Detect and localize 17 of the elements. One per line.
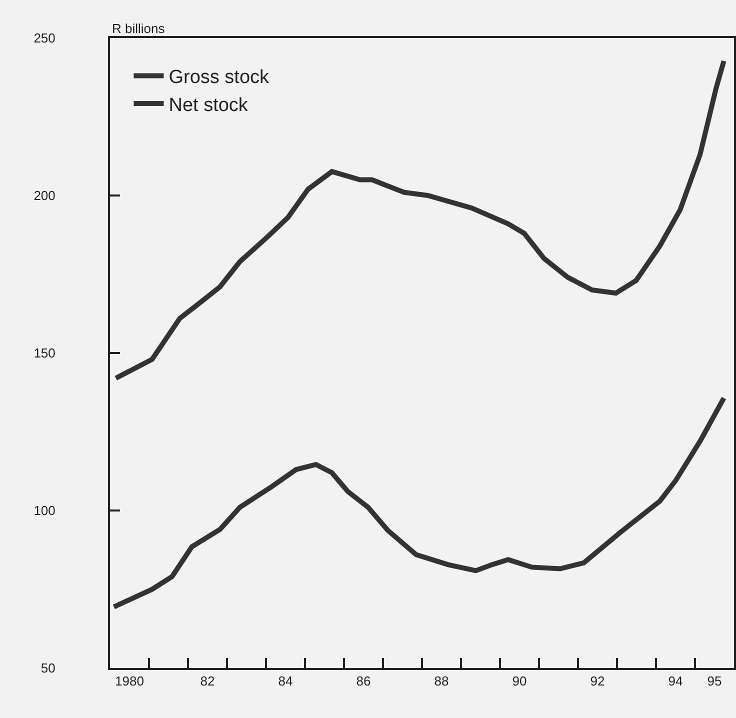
x-tick-label: 94: [668, 674, 683, 689]
x-tick-label: 95: [707, 674, 722, 689]
y-tick-label: 200: [34, 188, 56, 204]
y-axis-title: R billions: [112, 21, 166, 36]
y-tick-label: 100: [34, 503, 56, 518]
legend-label: Gross stock: [168, 67, 270, 88]
legend-label: Net stock: [168, 94, 248, 116]
x-tick-label: 84: [278, 674, 293, 689]
x-tick-label: 88: [434, 674, 449, 689]
x-tick-label: 86: [356, 674, 371, 689]
x-tick-label: 1980: [115, 674, 144, 689]
y-tick-label: 250: [34, 30, 56, 46]
y-tick-label: 150: [34, 346, 56, 361]
x-tick-label: 92: [590, 674, 605, 689]
x-tick-label: 90: [512, 674, 527, 689]
x-tick-label: 82: [200, 674, 215, 689]
y-tick-label: 50: [40, 660, 56, 676]
